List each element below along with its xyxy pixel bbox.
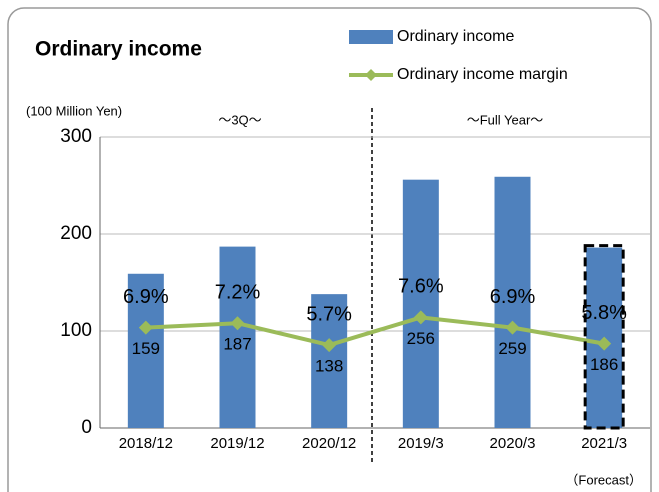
- data-label: 5.8%: [581, 302, 627, 324]
- bar: [311, 294, 348, 428]
- annotation: （Forecast）: [565, 472, 642, 487]
- legend-marker: [365, 69, 377, 81]
- x-tick-label: 2020/12: [302, 435, 356, 452]
- x-tick-label: 2020/3: [490, 435, 536, 452]
- y-tick-label: 0: [81, 417, 92, 438]
- data-label: 6.9%: [490, 286, 536, 308]
- data-label: 159: [132, 339, 160, 358]
- data-label: 138: [315, 357, 343, 376]
- data-label: 5.7%: [306, 303, 352, 325]
- frame: [7, 7, 652, 492]
- marker: [597, 336, 612, 351]
- legend-label: Ordinary income: [397, 28, 514, 45]
- data-label: 259: [498, 339, 526, 358]
- legend-swatch: [349, 30, 393, 44]
- y-axis-label: (100 Million Yen): [26, 103, 122, 118]
- line: [145, 315, 605, 348]
- x-tick-label: 2019/12: [210, 435, 264, 452]
- marker: [230, 316, 245, 331]
- marker: [505, 320, 520, 335]
- forecast-box: [583, 244, 625, 430]
- annotation: ～3Q～: [218, 112, 261, 127]
- data-label: 186: [590, 355, 618, 374]
- data-label: 6.9%: [123, 286, 169, 308]
- marker: [322, 338, 337, 353]
- x-tick-label: 2018/12: [119, 435, 173, 452]
- marker: [138, 320, 153, 335]
- x-tick-label: 2021/3: [581, 435, 627, 452]
- data-label: 256: [407, 329, 435, 348]
- y-tick-label: 300: [60, 126, 92, 147]
- data-label: 7.2%: [215, 282, 261, 304]
- annotation: ～Full Year～: [467, 112, 544, 127]
- x-tick-label: 2019/3: [398, 435, 444, 452]
- bar: [402, 179, 439, 428]
- marker: [413, 310, 428, 325]
- data-label: 187: [223, 335, 251, 354]
- y-tick-label: 200: [60, 223, 92, 244]
- legend-label: Ordinary income margin: [397, 66, 568, 83]
- bar: [219, 246, 256, 428]
- chart-title: Ordinary income: [35, 38, 202, 61]
- bar: [127, 273, 164, 428]
- data-label: 7.6%: [398, 276, 444, 298]
- y-tick-label: 100: [60, 320, 92, 341]
- bar: [494, 176, 531, 428]
